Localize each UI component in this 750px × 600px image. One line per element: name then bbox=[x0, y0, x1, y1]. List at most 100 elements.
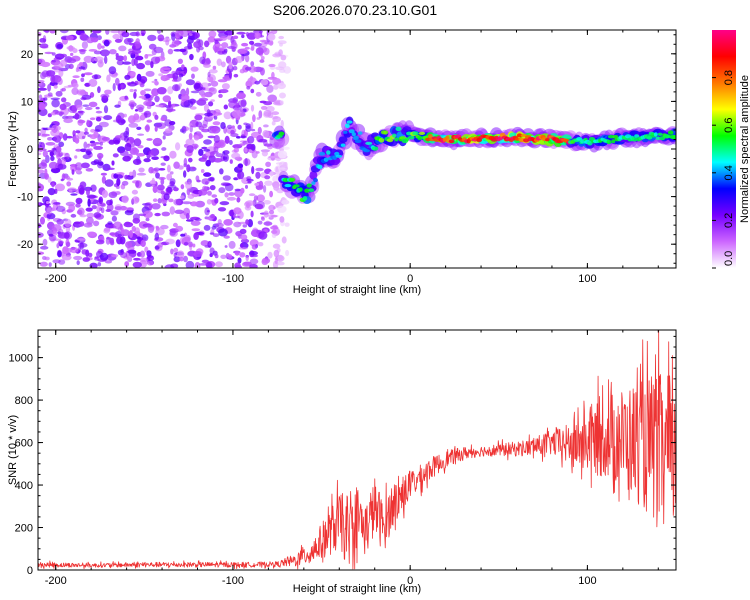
noise-blob bbox=[228, 61, 233, 70]
noise-blob bbox=[66, 181, 72, 187]
noise-blob bbox=[43, 97, 48, 101]
noise-blob bbox=[251, 166, 255, 175]
noise-blob bbox=[72, 48, 78, 54]
noise-blob bbox=[208, 76, 214, 83]
noise-blob bbox=[215, 113, 219, 117]
noise-blob bbox=[129, 88, 134, 93]
ridge-blob bbox=[313, 177, 318, 183]
noise-blob bbox=[222, 175, 231, 181]
noise-blob bbox=[115, 53, 119, 58]
noise-blob bbox=[128, 122, 139, 128]
noise-blob bbox=[248, 193, 256, 197]
noise-blob bbox=[90, 56, 95, 62]
noise-blob bbox=[229, 140, 233, 145]
ridge-blob bbox=[392, 133, 397, 138]
noise-blob bbox=[183, 100, 194, 108]
noise-blob bbox=[97, 152, 104, 159]
noise-blob bbox=[152, 198, 158, 202]
noise-blob bbox=[240, 48, 248, 54]
noise-blob bbox=[68, 63, 74, 70]
noise-blob bbox=[127, 115, 136, 124]
ridge-blob bbox=[346, 120, 353, 124]
noise-blob bbox=[208, 101, 214, 107]
noise-blob bbox=[254, 32, 261, 39]
noise-blob bbox=[53, 135, 62, 143]
noise-blob bbox=[246, 178, 254, 182]
noise-blob bbox=[239, 143, 246, 146]
noise-blob bbox=[82, 104, 90, 107]
noise-blob bbox=[53, 202, 61, 205]
noise-blob bbox=[79, 214, 87, 218]
noise-blob bbox=[162, 135, 166, 140]
noise-blob bbox=[244, 158, 248, 167]
noise-blob bbox=[189, 125, 193, 133]
noise-blob bbox=[154, 56, 161, 64]
noise-blob bbox=[210, 126, 220, 134]
noise-blob bbox=[234, 262, 241, 268]
noise-blob bbox=[57, 77, 63, 85]
noise-blob bbox=[156, 122, 166, 129]
ridge-blob bbox=[363, 149, 370, 153]
ridge-blob bbox=[348, 129, 355, 134]
noise-blob bbox=[272, 116, 282, 123]
noise-blob bbox=[250, 61, 255, 67]
ridge-blob bbox=[405, 137, 409, 142]
noise-blob bbox=[237, 163, 244, 168]
colorbar-tick-label: 0.8 bbox=[723, 70, 735, 85]
noise-blob bbox=[85, 207, 93, 212]
noise-blob bbox=[175, 68, 181, 76]
noise-blob bbox=[196, 179, 201, 183]
noise-blob bbox=[123, 222, 134, 228]
noise-blob bbox=[185, 138, 195, 147]
noise-blob bbox=[137, 133, 145, 136]
noise-blob bbox=[139, 83, 145, 88]
noise-blob bbox=[186, 30, 191, 34]
noise-blob bbox=[234, 251, 240, 256]
noise-blob bbox=[186, 188, 191, 196]
noise-blob bbox=[193, 41, 202, 49]
noise-blob bbox=[107, 254, 111, 258]
noise-blob bbox=[131, 189, 138, 195]
noise-blob bbox=[52, 259, 61, 264]
noise-blob bbox=[177, 58, 183, 64]
noise-blob bbox=[212, 65, 217, 70]
noise-blob bbox=[244, 205, 252, 211]
noise-blob bbox=[135, 180, 140, 188]
ridge-blob bbox=[288, 177, 296, 182]
noise-blob bbox=[90, 144, 97, 147]
noise-blob bbox=[95, 106, 100, 110]
noise-blob bbox=[169, 171, 174, 175]
noise-blob bbox=[38, 94, 43, 100]
noise-blob bbox=[267, 33, 276, 41]
noise-blob bbox=[247, 181, 252, 184]
noise-blob bbox=[158, 73, 164, 77]
noise-blob bbox=[279, 100, 284, 104]
noise-blob bbox=[139, 257, 149, 262]
noise-blob bbox=[245, 184, 248, 189]
noise-blob bbox=[155, 172, 160, 179]
noise-blob bbox=[167, 86, 174, 95]
noise-blob bbox=[215, 261, 223, 268]
noise-blob bbox=[255, 167, 264, 172]
noise-blob bbox=[242, 224, 248, 228]
noise-blob bbox=[75, 104, 83, 111]
ridge-blob bbox=[352, 135, 359, 141]
noise-blob bbox=[200, 82, 210, 88]
noise-blob bbox=[218, 187, 226, 194]
noise-blob bbox=[140, 239, 146, 247]
noise-blob bbox=[111, 160, 115, 166]
noise-blob bbox=[279, 216, 285, 223]
noise-blob bbox=[180, 184, 185, 190]
noise-blob bbox=[144, 88, 152, 92]
noise-blob bbox=[75, 130, 81, 134]
noise-blob bbox=[198, 189, 208, 196]
snr-series-line bbox=[38, 330, 676, 570]
snr-x-tick-label: 0 bbox=[407, 575, 413, 587]
noise-blob bbox=[151, 80, 158, 84]
figure-title: S206.2026.070.23.10.G01 bbox=[273, 2, 437, 18]
noise-blob bbox=[259, 100, 267, 104]
noise-blob bbox=[111, 74, 118, 78]
noise-blob bbox=[252, 114, 256, 123]
noise-blob bbox=[207, 240, 212, 248]
noise-blob bbox=[185, 212, 190, 220]
